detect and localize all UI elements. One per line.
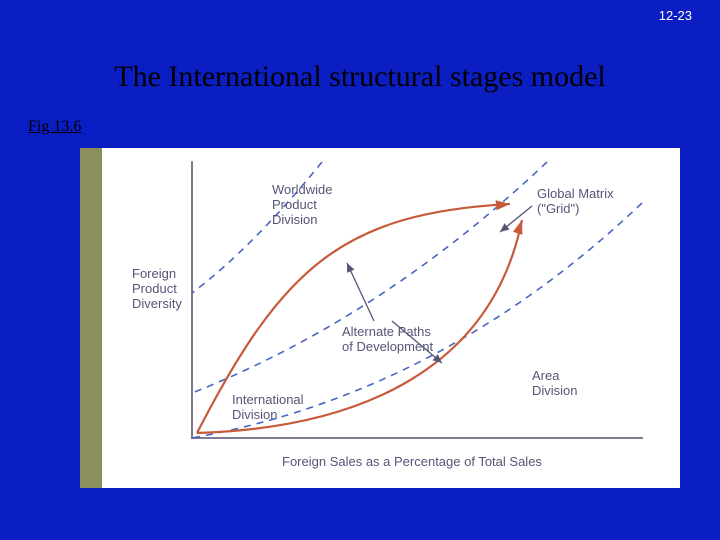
structural-stages-diagram: ForeignProductDiversity Foreign Sales as … [102,148,680,488]
diagram-container: ForeignProductDiversity Foreign Sales as … [80,148,680,488]
x-axis-label: Foreign Sales as a Percentage of Total S… [282,454,542,469]
page-number: 12-23 [659,8,692,23]
label-worldwide-product-division: WorldwideProductDivision [272,182,332,227]
slide-title: The International structural stages mode… [0,60,720,94]
label-global-matrix: Global Matrix("Grid") [537,186,614,216]
left-accent-band [80,148,102,488]
figure-label: Fig 13.6 [28,118,81,136]
label-area-division: AreaDivision [532,368,578,398]
label-international-division: InternationalDivision [232,392,304,422]
label-alternate-paths: Alternate Pathsof Development [342,324,433,354]
diagram-labels: ForeignProductDiversity Foreign Sales as … [132,182,614,469]
y-axis-label: ForeignProductDiversity [132,266,182,311]
